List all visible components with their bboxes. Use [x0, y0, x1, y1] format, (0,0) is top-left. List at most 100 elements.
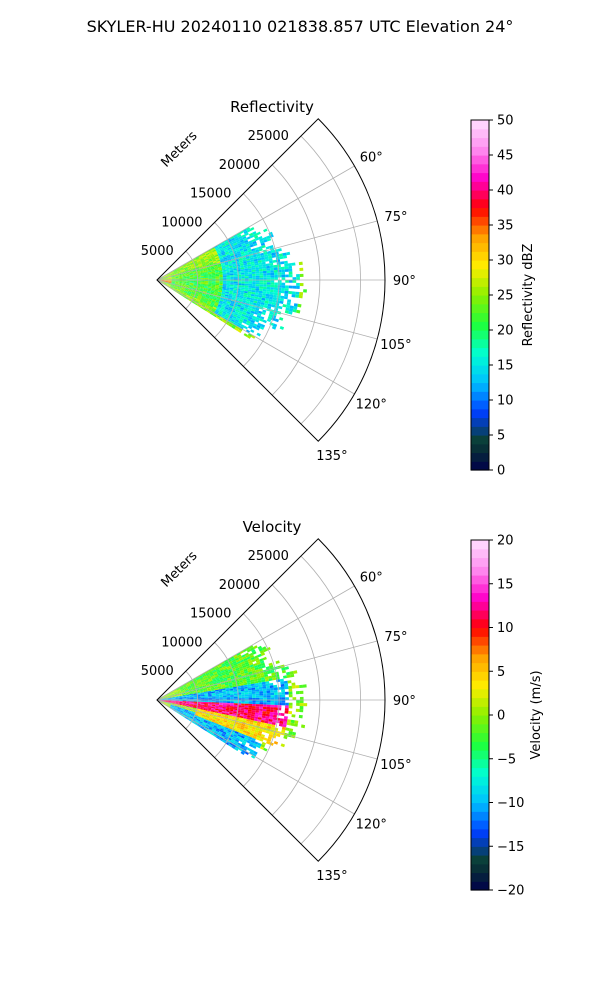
radar-cell	[178, 275, 183, 277]
radar-cell	[200, 679, 205, 682]
radar-cell	[281, 282, 286, 286]
radar-cell	[249, 314, 254, 318]
radar-cell	[233, 283, 238, 286]
radar-cell	[215, 309, 220, 313]
radar-cell	[189, 296, 194, 299]
radar-cell	[200, 299, 204, 302]
radar-cell	[246, 320, 251, 324]
radar-cell	[209, 715, 214, 719]
radar-cell	[251, 708, 256, 711]
radar-cell	[169, 707, 173, 710]
radar-cell	[258, 310, 263, 314]
radar-cell	[238, 312, 243, 316]
radar-cell	[182, 285, 186, 287]
radar-cell	[222, 269, 227, 272]
radar-cell	[215, 281, 220, 283]
radar-cell	[214, 302, 219, 306]
radar-cell	[210, 723, 214, 727]
radar-cell	[255, 689, 260, 692]
radar-cell	[257, 680, 262, 683]
radar-cell	[200, 696, 205, 698]
radar-cell	[202, 294, 206, 297]
radar-cell	[247, 295, 251, 298]
radar-cell	[197, 682, 202, 685]
radar-cell	[227, 248, 232, 252]
radar-cell	[189, 276, 194, 278]
radar-cell	[268, 258, 273, 262]
radar-cell	[214, 245, 218, 249]
radar-cell	[207, 287, 212, 290]
radar-cell	[235, 659, 240, 663]
radar-cell	[198, 684, 203, 687]
radar-cell	[230, 657, 235, 661]
radar-cell	[278, 723, 283, 727]
radar-cell	[299, 283, 304, 287]
colorbar-segment	[471, 601, 489, 611]
colorbar-tick-label: 45	[497, 149, 514, 164]
radar-cell	[267, 303, 272, 307]
radar-cell	[263, 282, 267, 285]
radar-cell	[215, 273, 220, 276]
radar-cell	[232, 294, 237, 297]
radar-cell	[217, 671, 222, 675]
radar-cell	[186, 700, 190, 702]
radar-cell	[202, 722, 207, 726]
radar-cell	[215, 729, 220, 733]
radar-cell	[170, 272, 174, 275]
radar-cell	[270, 690, 274, 693]
radar-cell	[229, 267, 234, 270]
radar-cell	[231, 716, 236, 719]
radar-cell	[247, 688, 252, 691]
radar-cell	[270, 695, 275, 698]
radar-cell	[193, 281, 198, 283]
radar-cell	[271, 252, 276, 256]
radar-cell	[185, 273, 190, 275]
radar-cell	[208, 259, 213, 262]
radar-cell	[237, 304, 242, 308]
radar-cell	[258, 248, 263, 252]
radar-cell	[171, 702, 176, 704]
radar-cell	[268, 301, 273, 305]
colorbar-segment	[471, 417, 489, 427]
radar-cell	[229, 251, 234, 255]
radar-cell	[203, 721, 207, 725]
radar-cell	[191, 686, 196, 688]
radar-cell	[269, 716, 273, 720]
radar-cell	[189, 277, 194, 279]
radar-cell	[171, 279, 176, 280]
radar-cell	[220, 297, 225, 301]
radar-cell	[188, 707, 193, 710]
radar-cell	[268, 718, 273, 722]
radar-cell	[169, 286, 174, 289]
radar-cell	[186, 275, 190, 277]
radar-cell	[183, 292, 187, 295]
radar-cell	[244, 670, 249, 674]
radar-cell	[252, 273, 256, 276]
radar-cell	[257, 742, 262, 747]
radar-cell	[200, 287, 204, 289]
radar-cell	[163, 274, 167, 277]
radar-cell	[222, 274, 227, 276]
radar-cell	[262, 686, 267, 689]
radar-cell	[204, 276, 209, 278]
radar-cell	[237, 254, 242, 258]
radar-cell	[232, 711, 237, 714]
radar-cell	[186, 701, 190, 703]
colorbar-label: Velocity (m/s)	[529, 670, 544, 759]
radar-cell	[234, 244, 239, 248]
radar-cell	[268, 721, 273, 725]
radar-cell	[208, 702, 212, 704]
radar-cell	[171, 701, 176, 702]
radar-cell	[267, 253, 272, 257]
azimuth-tick-label: 90°	[393, 694, 416, 709]
radar-cell	[175, 697, 179, 699]
radar-cell	[244, 281, 249, 284]
colorbar-segment	[471, 540, 489, 550]
radar-cell	[207, 708, 212, 711]
radar-cell	[277, 707, 282, 711]
radar-cell	[251, 265, 256, 269]
radar-cell	[164, 698, 168, 700]
radar-cell	[270, 249, 275, 254]
radar-cell	[249, 675, 254, 679]
colorbar-segment	[471, 627, 489, 637]
